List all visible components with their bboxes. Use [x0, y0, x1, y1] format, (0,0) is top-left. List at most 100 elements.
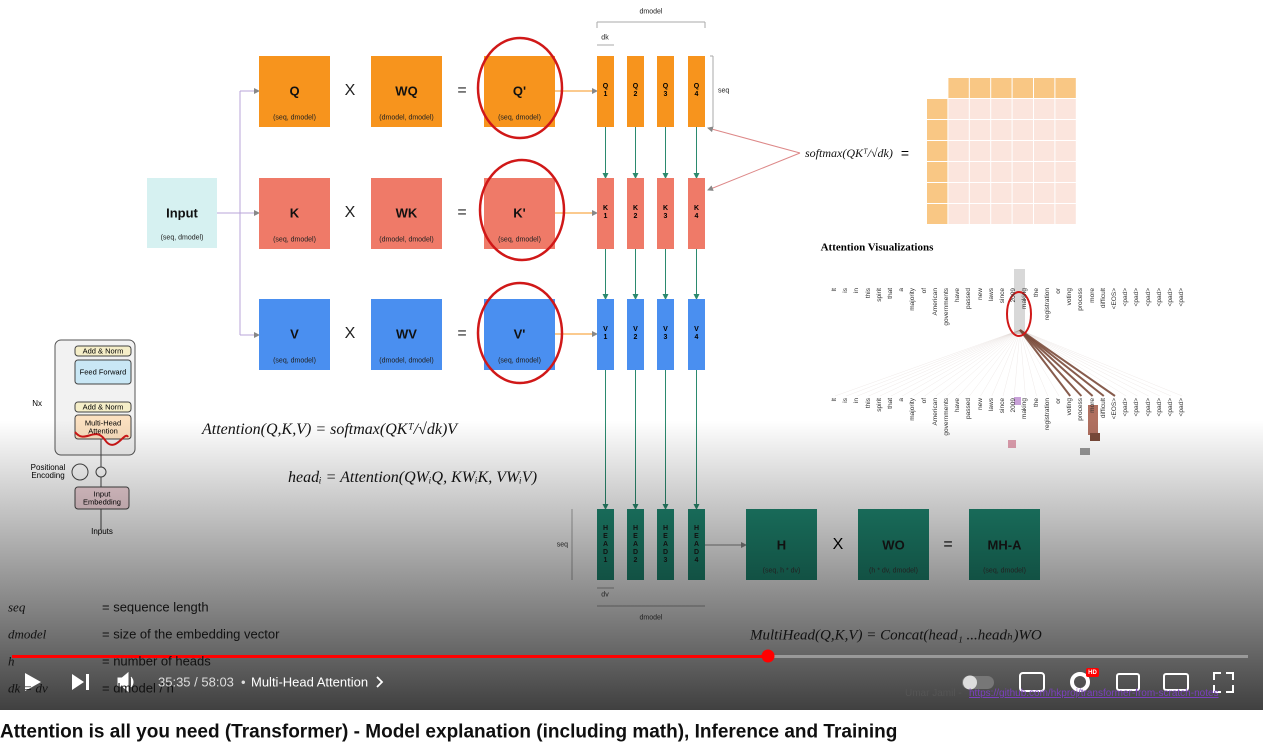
split-label: Q1 [602, 83, 609, 99]
head-label: HEAD3 [662, 525, 669, 565]
split-label: Q4 [693, 83, 700, 99]
legend-meaning: = sequence length [102, 599, 209, 615]
split-box [657, 178, 674, 249]
in-label: V [290, 326, 299, 342]
word-top: that [886, 288, 894, 299]
matrix-cell [1034, 183, 1055, 203]
equals-sign: = [457, 82, 467, 99]
split-label: K2 [632, 205, 639, 221]
word-bottom: <pad> [1121, 398, 1129, 417]
matrix-cell [1034, 141, 1055, 161]
split-box [688, 178, 705, 249]
wo-label: WO [882, 537, 905, 553]
attention-link [935, 329, 1021, 397]
settings-button [1070, 672, 1090, 692]
attention-link [1019, 329, 1060, 397]
matrix-cell [1012, 141, 1033, 161]
legend-symbol: dk = dv [8, 680, 48, 696]
matrix-cell [948, 99, 969, 119]
attention-link [1002, 329, 1021, 397]
subtitles-button [1019, 672, 1045, 692]
softmax-formula: softmax(QKᵀ/√dk) [805, 146, 893, 160]
attention-link [913, 329, 1021, 397]
attention-link [834, 329, 1021, 397]
split-box [688, 299, 705, 370]
block-label: Add & Norm [82, 346, 124, 356]
matrix-cell [991, 120, 1012, 140]
block-box [74, 359, 132, 385]
matrix-cell [948, 204, 969, 224]
autoplay-knob [963, 675, 977, 690]
word-bottom: a [897, 398, 905, 402]
attention-link [1019, 329, 1048, 397]
out-label: V' [513, 326, 526, 342]
split-box [597, 299, 614, 370]
word-top: governments [942, 288, 950, 326]
in-box [259, 299, 330, 370]
word-bottom: is [841, 398, 849, 403]
in-shape: (seq, dmodel) [273, 357, 316, 365]
out-shape: (seq, dmodel) [498, 357, 541, 365]
w-label: WV [396, 326, 417, 342]
matrix-cell [969, 141, 991, 161]
split-box [657, 56, 674, 127]
word-bottom: <pad> [1166, 398, 1174, 417]
matrix-cell [1012, 162, 1033, 182]
matrix-cell [991, 183, 1012, 203]
matrix-cell [948, 141, 969, 161]
input-shape: (seq, dmodel) [160, 234, 204, 242]
credit-url[interactable]: https://github.com/hkproj/transformer-fr… [969, 688, 1219, 699]
inputs-label: Inputs [91, 527, 113, 536]
word-bottom: difficult [1099, 398, 1107, 419]
word-top: voting [1065, 288, 1073, 306]
word-top: in [853, 288, 861, 294]
word-bottom: process [1077, 398, 1085, 421]
chapter-title[interactable]: Multi-Head Attention [251, 674, 369, 690]
attention-link [980, 329, 1021, 397]
hd-badge [1086, 668, 1099, 677]
word-top: laws [987, 288, 995, 302]
attention-link [1019, 329, 1149, 397]
in-shape: (seq, dmodel) [273, 236, 316, 244]
word-top: process [1077, 288, 1085, 311]
times-sign: X [344, 204, 356, 221]
word-bottom: in [853, 398, 861, 404]
equals-sign: = [900, 145, 910, 161]
word-top: 2009 [1009, 288, 1017, 303]
word-bottom: It [830, 398, 838, 402]
word-bottom: new [976, 398, 984, 410]
attention-link [868, 329, 1021, 397]
legend-meaning: = dmodel / h [102, 680, 174, 696]
attention-link [946, 329, 1021, 397]
matrix-cell [927, 99, 948, 119]
play-button [25, 673, 41, 691]
attention-link [1019, 329, 1116, 397]
w-box [371, 299, 442, 370]
w-label: WQ [395, 83, 418, 99]
split-label: Q3 [662, 83, 669, 99]
matrix-cell [948, 120, 969, 140]
dk-label: dk [601, 34, 609, 42]
h-shape: (seq, h * dv) [762, 567, 801, 575]
word-bottom: majority [909, 398, 917, 421]
attention-link [1019, 329, 1183, 397]
word-bottom: voting [1065, 398, 1073, 416]
matrix-cell [1055, 162, 1076, 182]
split-box [627, 299, 644, 370]
word-top: <pad> [1133, 288, 1141, 307]
attention-link [1014, 329, 1021, 397]
word-top: this [864, 288, 872, 299]
in-box [259, 178, 330, 249]
matrix-cell [991, 141, 1012, 161]
matrix-cell [969, 204, 991, 224]
word-bottom: laws [987, 398, 995, 412]
word-bottom: <pad> [1144, 398, 1152, 417]
word-bottom: governments [942, 398, 950, 436]
chapter-chevron [376, 676, 384, 688]
time-display: 35:35 / 58:03 [158, 674, 234, 690]
matrix-cell [1055, 183, 1076, 203]
volume-button [117, 671, 134, 693]
matrix-cell [1055, 141, 1076, 161]
